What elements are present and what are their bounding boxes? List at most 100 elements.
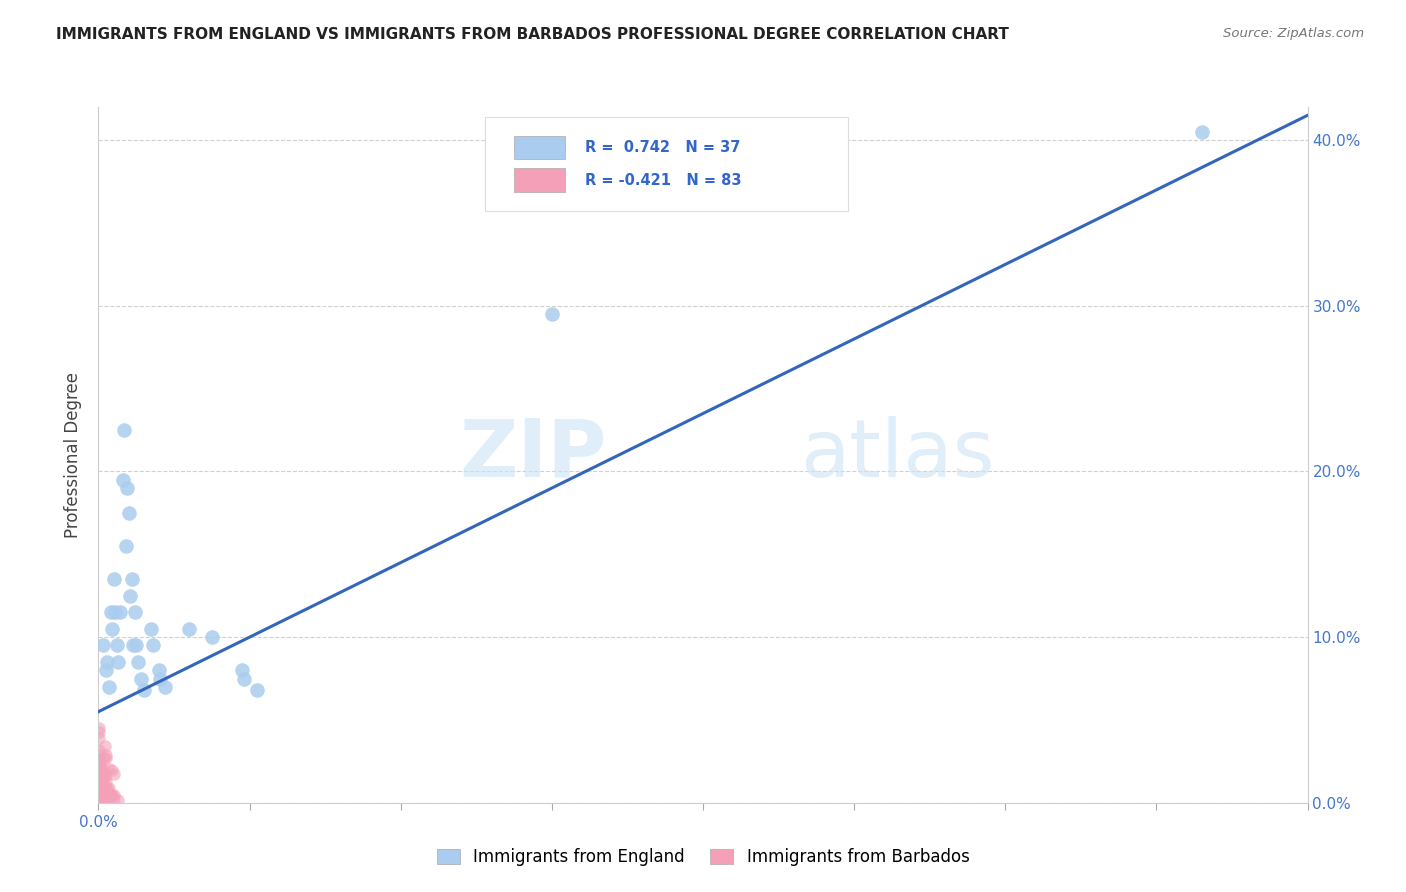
Point xyxy=(114,539,136,553)
Point xyxy=(118,506,141,520)
Point xyxy=(231,663,253,677)
Point xyxy=(201,630,224,644)
Point xyxy=(89,789,111,803)
Point xyxy=(91,763,114,777)
Point xyxy=(89,793,111,807)
Point xyxy=(96,780,118,795)
Point xyxy=(94,773,117,788)
Point xyxy=(94,790,117,805)
Point xyxy=(89,795,111,809)
Point xyxy=(90,788,112,802)
Point xyxy=(90,795,112,809)
Point xyxy=(87,789,110,804)
Point xyxy=(91,792,114,806)
Point xyxy=(232,672,254,686)
Point xyxy=(89,776,111,790)
Point xyxy=(89,752,111,766)
Point xyxy=(89,793,111,807)
Text: ZIP: ZIP xyxy=(458,416,606,494)
Point xyxy=(89,776,111,790)
Point xyxy=(148,663,170,677)
Point xyxy=(103,766,125,780)
Point xyxy=(89,781,111,796)
Point xyxy=(87,787,110,801)
Point xyxy=(91,770,114,784)
Legend: Immigrants from England, Immigrants from Barbados: Immigrants from England, Immigrants from… xyxy=(429,839,977,874)
Point xyxy=(112,423,135,437)
Point xyxy=(127,655,149,669)
FancyBboxPatch shape xyxy=(515,136,565,159)
Point xyxy=(91,794,114,808)
Point xyxy=(91,795,114,809)
Point xyxy=(87,763,110,777)
Point xyxy=(100,788,122,802)
Point xyxy=(89,760,111,774)
Point xyxy=(96,793,118,807)
Point xyxy=(90,790,112,805)
Point xyxy=(94,663,117,677)
Point xyxy=(87,793,110,807)
Point xyxy=(121,572,143,586)
Point xyxy=(89,756,111,771)
Point xyxy=(89,782,111,797)
Point xyxy=(91,639,114,653)
Text: Source: ZipAtlas.com: Source: ZipAtlas.com xyxy=(1223,27,1364,40)
Point xyxy=(93,788,115,802)
Point xyxy=(153,680,176,694)
Point xyxy=(90,789,112,803)
Point xyxy=(101,622,124,636)
Text: atlas: atlas xyxy=(800,416,994,494)
Point xyxy=(103,791,125,805)
Point xyxy=(1191,125,1213,139)
Point xyxy=(90,768,112,782)
FancyBboxPatch shape xyxy=(515,169,565,192)
Point xyxy=(93,796,115,810)
Point xyxy=(93,767,115,781)
Point xyxy=(94,739,117,753)
Point xyxy=(89,780,111,795)
Point xyxy=(87,790,110,805)
Point xyxy=(87,790,110,805)
Point xyxy=(103,572,125,586)
Point xyxy=(120,589,142,603)
Point xyxy=(105,639,128,653)
Point xyxy=(90,789,112,803)
Text: IMMIGRANTS FROM ENGLAND VS IMMIGRANTS FROM BARBADOS PROFESSIONAL DEGREE CORRELAT: IMMIGRANTS FROM ENGLAND VS IMMIGRANTS FR… xyxy=(56,27,1010,42)
Point xyxy=(94,748,117,763)
Point xyxy=(132,683,155,698)
Point xyxy=(98,762,121,776)
Point xyxy=(97,781,120,796)
Point xyxy=(89,781,111,796)
Point xyxy=(89,721,111,735)
Point xyxy=(540,307,562,321)
Point xyxy=(87,755,110,769)
Point xyxy=(87,743,110,757)
Point xyxy=(89,794,111,808)
Point xyxy=(91,772,114,786)
Point xyxy=(246,683,269,698)
Text: R =  0.742   N = 37: R = 0.742 N = 37 xyxy=(585,140,740,155)
Point xyxy=(115,481,138,495)
Point xyxy=(94,770,117,784)
Point xyxy=(149,672,172,686)
Point xyxy=(129,672,152,686)
Point xyxy=(89,731,111,745)
Point xyxy=(93,751,115,765)
Point xyxy=(89,777,111,791)
Point xyxy=(96,795,118,809)
Point xyxy=(87,748,110,763)
Point xyxy=(111,473,134,487)
Point xyxy=(87,780,110,794)
Point xyxy=(89,785,111,799)
Point xyxy=(90,795,112,809)
Point xyxy=(89,781,111,796)
Point xyxy=(104,605,127,619)
Point xyxy=(91,790,114,805)
Point xyxy=(90,775,112,789)
Point xyxy=(101,789,124,803)
Point xyxy=(93,790,115,805)
Point xyxy=(91,771,114,785)
Point xyxy=(89,790,111,805)
Point xyxy=(98,787,121,801)
Text: R = -0.421   N = 83: R = -0.421 N = 83 xyxy=(585,172,741,187)
